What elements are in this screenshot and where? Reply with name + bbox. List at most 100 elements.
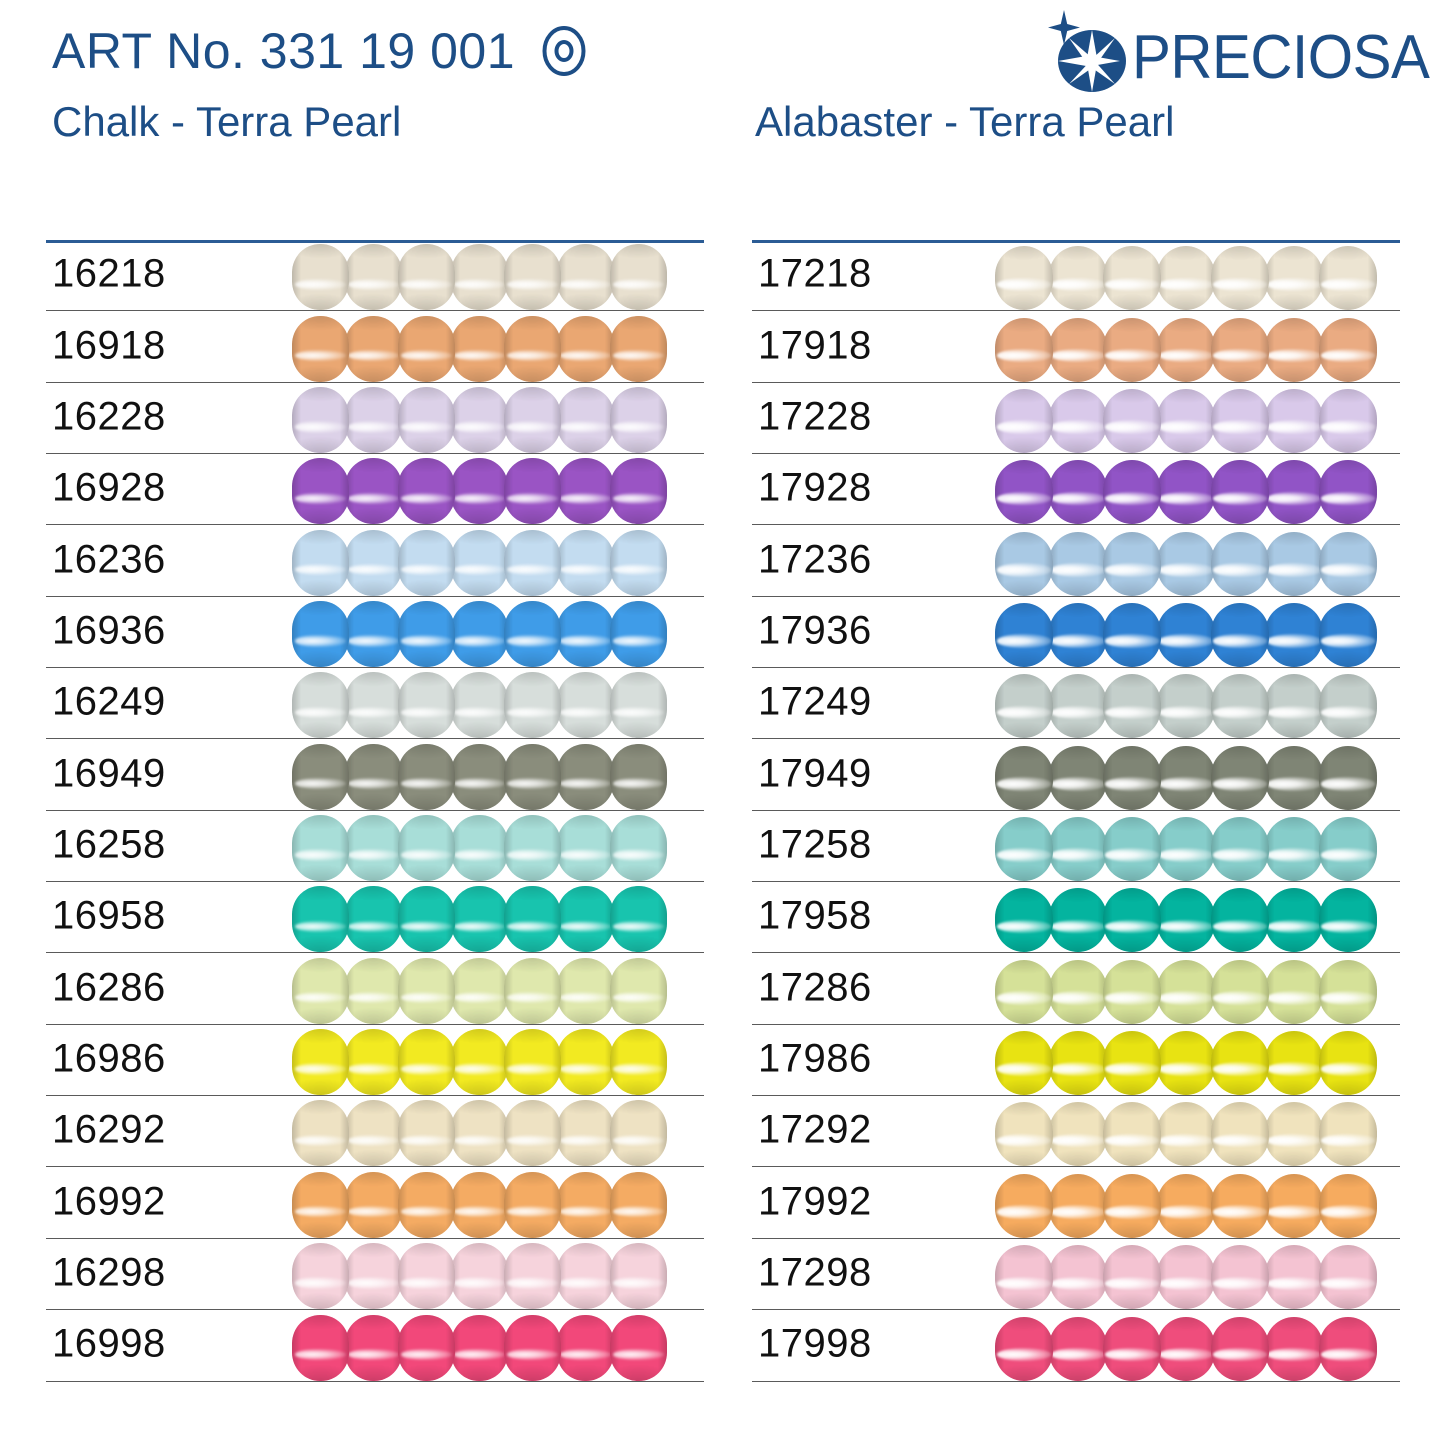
colour-code: 16236: [52, 537, 166, 582]
bead-sample: [995, 317, 1053, 382]
table-row: 17228: [752, 383, 1400, 455]
bead-swatch-strip: [292, 668, 667, 739]
colour-code: 16228: [52, 394, 166, 439]
bead-sample: [1265, 531, 1323, 596]
bead-sample: [1211, 1031, 1269, 1096]
colour-code: 17949: [758, 751, 872, 796]
bead-sample: [1319, 674, 1377, 739]
colour-code: 17258: [758, 822, 872, 867]
bead-sample: [1049, 460, 1107, 525]
bead-swatch-strip: [995, 882, 1377, 953]
bead-swatch-strip: [995, 1239, 1377, 1310]
table-row: 17286: [752, 953, 1400, 1025]
bead-sample: [1265, 1173, 1323, 1238]
bead-sample: [610, 886, 667, 953]
bead-swatch-strip: [995, 311, 1377, 382]
bead-sample: [504, 315, 561, 382]
bead-sample: [398, 1100, 455, 1167]
bead-sample: [451, 957, 508, 1024]
bead-sample: [451, 387, 508, 454]
bead-sample: [345, 529, 402, 596]
bead-sample: [1157, 1031, 1215, 1096]
bead-swatch-strip: [995, 1025, 1377, 1096]
bead-sample: [1157, 888, 1215, 953]
bead-sample: [504, 458, 561, 525]
bead-swatch-strip: [292, 1025, 667, 1096]
bead-sample: [1211, 1316, 1269, 1381]
table-row: 17258: [752, 811, 1400, 883]
bead-sample: [451, 458, 508, 525]
bead-sample: [1103, 603, 1161, 668]
bead-sample: [292, 672, 349, 739]
bead-sample: [1319, 1316, 1377, 1381]
bead-swatch-strip: [995, 953, 1377, 1024]
bead-sample: [557, 315, 614, 382]
bead-sample: [504, 601, 561, 668]
table-row: 17249: [752, 668, 1400, 740]
bead-sample: [451, 886, 508, 953]
bead-sample: [995, 888, 1053, 953]
bead-sample: [451, 672, 508, 739]
table-row: 16928: [46, 454, 704, 526]
bead-sample: [292, 529, 349, 596]
bead-swatch-strip: [292, 1239, 667, 1310]
bead-sample: [1103, 745, 1161, 810]
bead-sample: [451, 601, 508, 668]
bead-sample: [1157, 460, 1215, 525]
bead-sample: [1265, 389, 1323, 454]
bead-sample: [1211, 1173, 1269, 1238]
bead-sample: [345, 1314, 402, 1381]
bead-sample: [451, 1171, 508, 1238]
bead-sample: [995, 246, 1053, 311]
bead-sample: [398, 1314, 455, 1381]
page-title: ART No. 331 19 001: [52, 23, 516, 79]
table-row: 16218: [46, 240, 704, 312]
colour-code: 17236: [758, 537, 872, 582]
bead-sample: [610, 1100, 667, 1167]
left-column-subtitle: Chalk - Terra Pearl: [52, 98, 402, 145]
bead-sample: [504, 672, 561, 739]
brand-logo: PRECIOSA: [1030, 6, 1445, 110]
bead-swatch-strip: [292, 953, 667, 1024]
bead-sample: [1265, 745, 1323, 810]
page-header: ART No. 331 19 001 Chalk - Terra Pearl A…: [0, 0, 1445, 240]
bead-sample: [1157, 389, 1215, 454]
table-row: 17998: [752, 1310, 1400, 1382]
bead-sample: [1103, 1245, 1161, 1310]
bead-sample: [1211, 745, 1269, 810]
bead-sample: [1049, 674, 1107, 739]
bead-sample: [610, 672, 667, 739]
bead-sample: [1103, 1316, 1161, 1381]
bead-sample: [1211, 959, 1269, 1024]
bead-sample: [504, 387, 561, 454]
bead-sample: [398, 743, 455, 810]
bead-sample: [1211, 317, 1269, 382]
bead-sample: [995, 745, 1053, 810]
bead-swatch-strip: [292, 811, 667, 882]
alabaster-terra-pearl-table: 17218 17918 17228 17928 17236 17936 17249 17949…: [752, 240, 1400, 1382]
table-top-rule: [752, 240, 1400, 243]
bead-sample: [1319, 1102, 1377, 1167]
bead-sample: [995, 1031, 1053, 1096]
bead-sample: [557, 1171, 614, 1238]
colour-code: 17998: [758, 1321, 872, 1366]
bead-sample: [1265, 888, 1323, 953]
bead-sample: [557, 1243, 614, 1310]
bead-sample: [610, 1171, 667, 1238]
bead-sample: [1319, 817, 1377, 882]
bead-swatch-strip: [995, 597, 1377, 668]
bead-sample: [995, 817, 1053, 882]
bead-sample: [1157, 246, 1215, 311]
bead-sample: [1049, 1173, 1107, 1238]
bead-sample: [292, 315, 349, 382]
bead-sample: [557, 672, 614, 739]
bead-sample: [1319, 603, 1377, 668]
table-row: 16918: [46, 311, 704, 383]
colour-code: 16992: [52, 1179, 166, 1224]
bead-sample: [557, 886, 614, 953]
bead-sample: [1049, 1316, 1107, 1381]
bead-sample: [557, 529, 614, 596]
bead-sample: [610, 743, 667, 810]
bead-sample: [1319, 959, 1377, 1024]
bead-sample: [504, 743, 561, 810]
